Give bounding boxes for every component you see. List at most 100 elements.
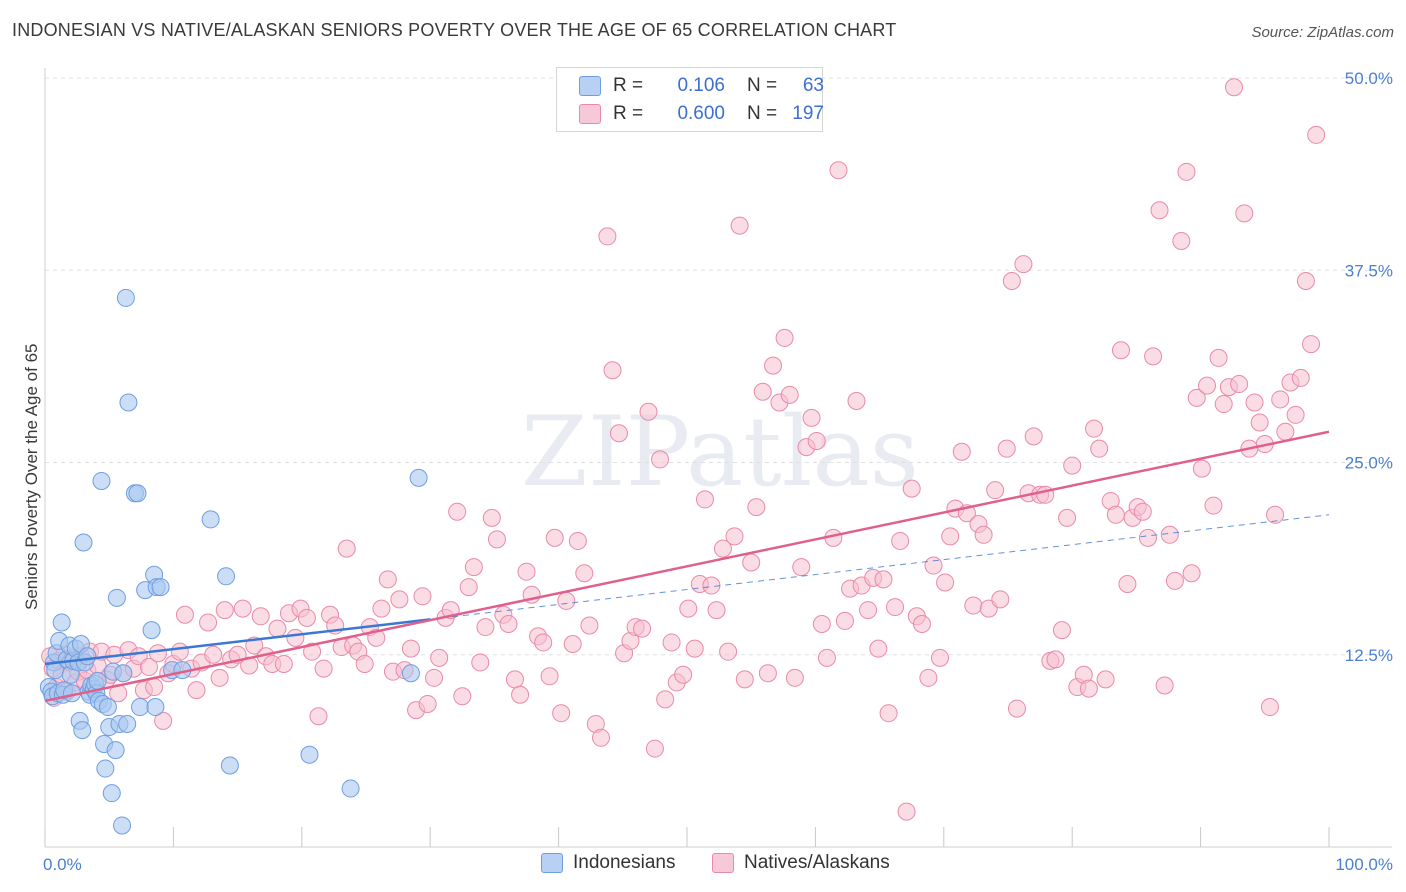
natives-trend-line <box>44 430 1330 703</box>
native-point <box>309 707 328 726</box>
native-point <box>187 681 206 700</box>
native-point <box>413 587 432 606</box>
native-point <box>1052 621 1071 640</box>
native-point <box>1138 528 1157 547</box>
native-point <box>919 668 938 687</box>
native-point <box>886 598 905 617</box>
indonesian-point <box>113 816 132 835</box>
y-tick-label: 12.5% <box>1345 646 1393 665</box>
y-tick-label: 37.5% <box>1345 261 1393 280</box>
native-point <box>148 644 167 663</box>
y-tick-label: 25.0% <box>1345 454 1393 473</box>
r-value: 0.600 <box>677 103 725 124</box>
indonesian-point <box>98 698 117 717</box>
native-point <box>464 558 483 577</box>
native-point <box>233 599 252 618</box>
native-point <box>1276 422 1295 441</box>
indonesian-point <box>118 714 137 733</box>
native-point <box>199 613 218 632</box>
native-point <box>1198 376 1217 395</box>
native-point <box>390 590 409 609</box>
native-point <box>1245 393 1264 412</box>
native-point <box>154 711 173 730</box>
indonesian-point <box>220 756 239 775</box>
native-point <box>775 328 794 347</box>
y-tick-labels: 12.5% 25.0% 37.5% 50.0% <box>1345 69 1393 665</box>
native-point <box>251 607 270 626</box>
native-point <box>145 678 164 697</box>
n-value: 197 <box>792 103 824 124</box>
native-point <box>807 431 826 450</box>
native-point <box>563 634 582 653</box>
native-point <box>792 558 811 577</box>
indonesian-point <box>146 698 165 717</box>
native-point <box>1214 395 1233 414</box>
native-point <box>912 614 931 633</box>
n-label: N = <box>747 103 778 124</box>
native-point <box>633 619 652 638</box>
native-point <box>453 687 472 706</box>
native-point <box>1111 341 1130 360</box>
native-point <box>742 553 761 572</box>
native-point <box>378 570 397 589</box>
native-point <box>817 648 836 667</box>
native-point <box>425 668 444 687</box>
native-point <box>337 539 356 558</box>
source-credit: Source: ZipAtlas.com <box>1251 24 1394 41</box>
native-point <box>418 694 437 713</box>
native-point <box>1150 201 1169 220</box>
x-tick-label: 100.0% <box>1335 855 1393 874</box>
native-point <box>505 670 524 689</box>
native-point <box>662 633 681 652</box>
native-point <box>140 658 159 677</box>
native-point <box>286 628 305 647</box>
indonesian-point <box>409 468 428 487</box>
native-point <box>609 424 628 443</box>
native-point <box>297 608 316 627</box>
native-point <box>557 591 576 610</box>
indonesian-point <box>128 484 147 503</box>
axes <box>44 68 1392 848</box>
indonesian-point <box>52 613 71 632</box>
native-point <box>1172 232 1191 251</box>
native-point <box>598 227 617 246</box>
native-point <box>674 665 693 684</box>
legend-row-natives: R = 0.600 N = 197 <box>579 100 824 128</box>
legend-label-indonesians: Indonesians <box>573 852 676 873</box>
indonesian-point <box>78 647 97 666</box>
native-point <box>1090 439 1109 458</box>
native-point <box>802 408 821 427</box>
native-point <box>991 590 1010 609</box>
native-point <box>785 668 804 687</box>
native-point <box>1118 575 1137 594</box>
native-point <box>1096 670 1115 689</box>
native-point <box>459 578 478 597</box>
native-point <box>758 664 777 683</box>
r-label: R = <box>613 75 644 96</box>
series-legend: Indonesians Natives/Alaskans <box>0 852 1406 878</box>
native-point <box>540 667 559 686</box>
native-point <box>1144 347 1163 366</box>
indonesian-point <box>106 741 125 760</box>
native-point <box>869 639 888 658</box>
native-point <box>511 685 530 704</box>
native-point <box>747 498 766 517</box>
indonesian-points <box>39 288 428 835</box>
x-tick-label: 0.0% <box>43 855 82 874</box>
native-point <box>476 618 495 637</box>
native-point <box>552 704 571 723</box>
indonesian-point <box>88 671 107 690</box>
native-point <box>1177 162 1196 181</box>
native-point <box>685 639 704 658</box>
native-point <box>175 605 194 624</box>
native-point <box>847 391 866 410</box>
native-point <box>1302 335 1321 354</box>
stats-legend: R = 0.106 N = 63 R = 0.600 N = 197 <box>556 67 824 132</box>
native-point <box>471 653 490 672</box>
legend-item-natives: Natives/Alaskans <box>712 852 890 874</box>
natives-swatch <box>579 104 601 124</box>
native-point <box>170 642 189 661</box>
native-point <box>1182 564 1201 583</box>
y-axis-label: Seniors Poverty Over the Age of 65 <box>22 344 41 610</box>
